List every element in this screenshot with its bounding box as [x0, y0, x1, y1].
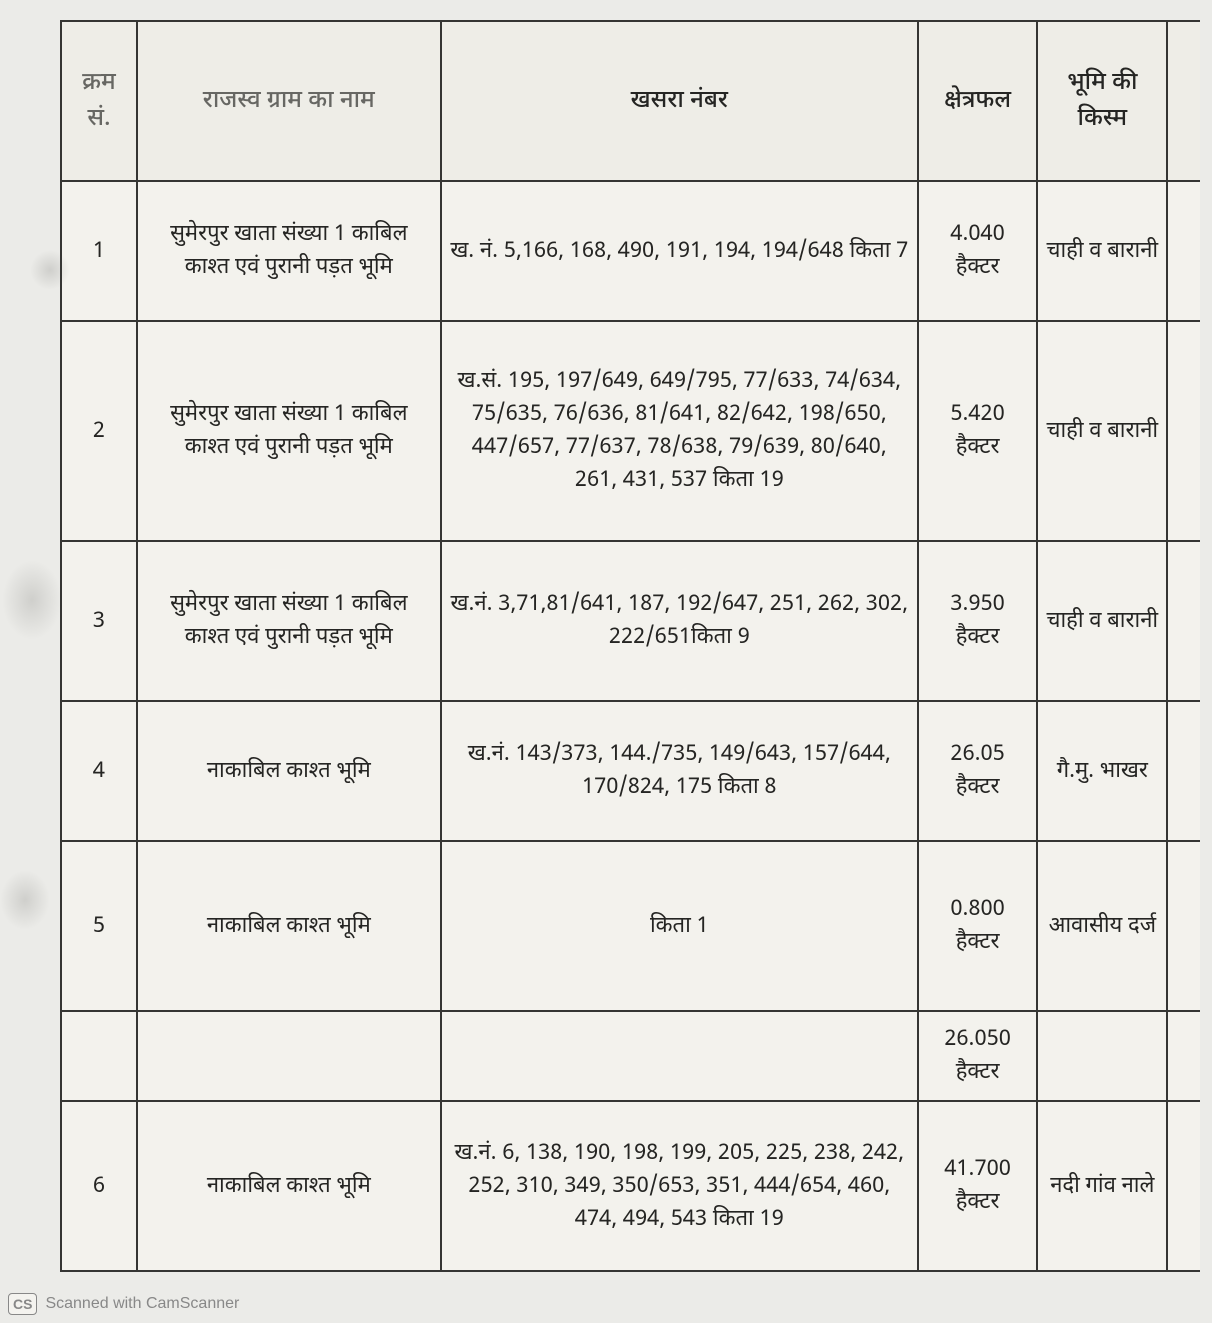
- cell-sno: 1: [61, 181, 137, 321]
- cell-sno: 6: [61, 1101, 137, 1271]
- table-row: 5 नाकाबिल काश्त भूमि किता 1 0.800 हैक्टर…: [61, 841, 1200, 1011]
- scan-artifact: [0, 870, 50, 930]
- cell-edge: [1167, 701, 1200, 841]
- camscanner-badge-icon: CS: [8, 1293, 37, 1315]
- cell-landtype: नदी गांव नाले: [1037, 1101, 1167, 1271]
- cell-edge: [1167, 321, 1200, 541]
- cell-area: 4.040 हैक्टर: [918, 181, 1037, 321]
- cell-village: [137, 1011, 441, 1101]
- table-header-row: क्रम सं. राजस्व ग्राम का नाम खसरा नंबर क…: [61, 21, 1200, 181]
- header-sno: क्रम सं.: [61, 21, 137, 181]
- cell-landtype: [1037, 1011, 1167, 1101]
- cell-edge: [1167, 841, 1200, 1011]
- camscanner-watermark-text: Scanned with CamScanner: [45, 1295, 239, 1313]
- cell-khasra: किता 1: [441, 841, 918, 1011]
- cell-edge: [1167, 541, 1200, 701]
- cell-sno: 2: [61, 321, 137, 541]
- cell-area: 5.420 हैक्टर: [918, 321, 1037, 541]
- land-record-table: क्रम सं. राजस्व ग्राम का नाम खसरा नंबर क…: [60, 20, 1200, 1272]
- table-row: 6 नाकाबिल काश्त भूमि ख.नं. 6, 138, 190, …: [61, 1101, 1200, 1271]
- header-area: क्षेत्रफल: [918, 21, 1037, 181]
- cell-village: सुमेरपुर खाता संख्या 1 काबिल काश्त एवं प…: [137, 181, 441, 321]
- cell-village: नाकाबिल काश्त भूमि: [137, 701, 441, 841]
- cell-sno: [61, 1011, 137, 1101]
- table-body: 1 सुमेरपुर खाता संख्या 1 काबिल काश्त एवं…: [61, 181, 1200, 1271]
- cell-area: 26.050 हैक्टर: [918, 1011, 1037, 1101]
- header-edge: [1167, 21, 1200, 181]
- cell-khasra: ख. नं. 5,166, 168, 490, 191, 194, 194/64…: [441, 181, 918, 321]
- cell-khasra: ख.नं. 6, 138, 190, 198, 199, 205, 225, 2…: [441, 1101, 918, 1271]
- cell-sno: 4: [61, 701, 137, 841]
- cell-khasra: ख.नं. 3,71,81/641, 187, 192/647, 251, 26…: [441, 541, 918, 701]
- table-row: 2 सुमेरपुर खाता संख्या 1 काबिल काश्त एवं…: [61, 321, 1200, 541]
- cell-khasra: ख.सं. 195, 197/649, 649/795, 77/633, 74/…: [441, 321, 918, 541]
- cell-landtype: चाही व बारानी: [1037, 321, 1167, 541]
- cell-landtype: गै.मु. भाखर: [1037, 701, 1167, 841]
- cell-area: 0.800 हैक्टर: [918, 841, 1037, 1011]
- cell-khasra: [441, 1011, 918, 1101]
- cell-village: नाकाबिल काश्त भूमि: [137, 1101, 441, 1271]
- scan-artifact: [2, 560, 62, 640]
- header-village: राजस्व ग्राम का नाम: [137, 21, 441, 181]
- scanned-page: क्रम सं. राजस्व ग्राम का नाम खसरा नंबर क…: [60, 20, 1200, 1272]
- cell-village: सुमेरपुर खाता संख्या 1 काबिल काश्त एवं प…: [137, 541, 441, 701]
- cell-khasra: ख.नं. 143/373, 144./735, 149/643, 157/64…: [441, 701, 918, 841]
- camscanner-watermark: CS Scanned with CamScanner: [8, 1293, 239, 1315]
- cell-edge: [1167, 1101, 1200, 1271]
- cell-area: 41.700 हैक्टर: [918, 1101, 1037, 1271]
- cell-area: 3.950 हैक्टर: [918, 541, 1037, 701]
- cell-sno: 5: [61, 841, 137, 1011]
- header-khasra: खसरा नंबर: [441, 21, 918, 181]
- cell-edge: [1167, 1011, 1200, 1101]
- cell-village: सुमेरपुर खाता संख्या 1 काबिल काश्त एवं प…: [137, 321, 441, 541]
- cell-landtype: चाही व बारानी: [1037, 541, 1167, 701]
- table-row: 4 नाकाबिल काश्त भूमि ख.नं. 143/373, 144.…: [61, 701, 1200, 841]
- cell-edge: [1167, 181, 1200, 321]
- table-row: 3 सुमेरपुर खाता संख्या 1 काबिल काश्त एवं…: [61, 541, 1200, 701]
- header-landtype: भूमि की किस्म: [1037, 21, 1167, 181]
- cell-village: नाकाबिल काश्त भूमि: [137, 841, 441, 1011]
- cell-landtype: चाही व बारानी: [1037, 181, 1167, 321]
- table-row: 1 सुमेरपुर खाता संख्या 1 काबिल काश्त एवं…: [61, 181, 1200, 321]
- cell-area: 26.05 हैक्टर: [918, 701, 1037, 841]
- table-row: 26.050 हैक्टर: [61, 1011, 1200, 1101]
- cell-landtype: आवासीय दर्ज: [1037, 841, 1167, 1011]
- cell-sno: 3: [61, 541, 137, 701]
